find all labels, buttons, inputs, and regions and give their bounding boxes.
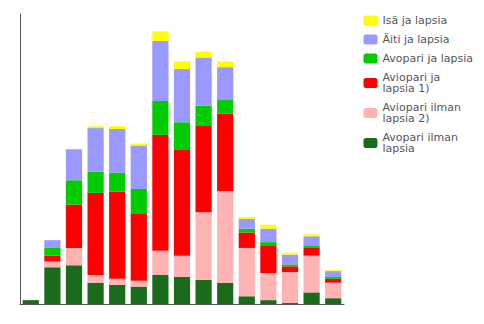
- svg-text:lapsia 1): lapsia 1): [382, 82, 429, 95]
- svg-text:Avopari ja lapsia: Avopari ja lapsia: [382, 52, 473, 65]
- svg-text:Isä ja lapsia: Isä ja lapsia: [382, 14, 447, 27]
- svg-text:lapsia: lapsia: [382, 142, 414, 155]
- svg-text:Avopari ilman: Avopari ilman: [382, 131, 458, 144]
- svg-text:Äiti ja lapsia: Äiti ja lapsia: [382, 33, 449, 46]
- svg-text:lapsia 2): lapsia 2): [382, 112, 429, 125]
- svg-text:Aviopari ja: Aviopari ja: [382, 71, 441, 84]
- svg-text:Aviopari ilman: Aviopari ilman: [382, 101, 461, 114]
